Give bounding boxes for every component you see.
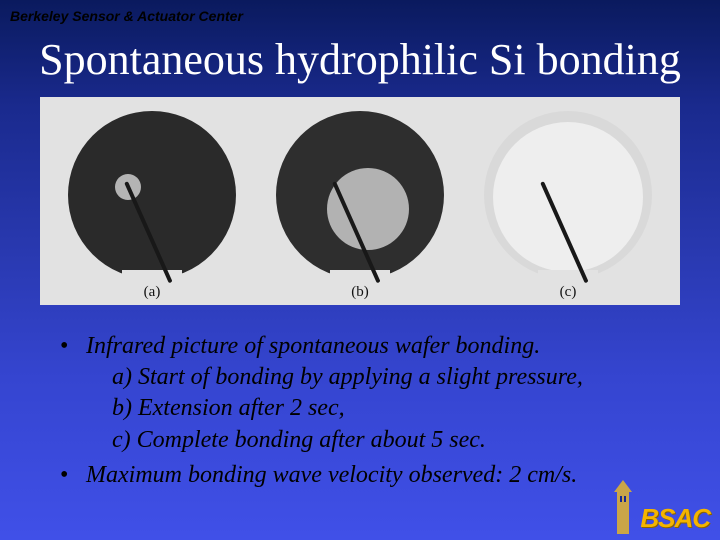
- logo-text: BSAC: [640, 503, 710, 534]
- wafer-image: [62, 110, 242, 280]
- list-item: Maximum bonding wave velocity observed: …: [60, 460, 680, 491]
- bullet-sub: c) Complete bonding after about 5 sec.: [86, 425, 680, 456]
- wafer-flat: [330, 270, 390, 282]
- wafer-block-b: (b): [270, 110, 450, 301]
- list-item: Infrared picture of spontaneous wafer bo…: [60, 331, 680, 456]
- wafer-flat: [538, 270, 598, 282]
- wafer-image: [478, 110, 658, 280]
- bullet-lead: Infrared picture of spontaneous wafer bo…: [86, 331, 680, 362]
- wafer-bonded-region: [327, 168, 409, 250]
- panel-letter: (b): [351, 284, 369, 301]
- bullet-list: Infrared picture of spontaneous wafer bo…: [0, 305, 720, 491]
- bullet-lead: Maximum bonding wave velocity observed: …: [86, 460, 680, 491]
- logo-corner: BSAC: [612, 480, 710, 534]
- campanile-icon: [612, 480, 634, 534]
- bullet-sub: b) Extension after 2 sec,: [86, 393, 680, 424]
- wafer-bonded-region: [493, 122, 643, 272]
- wafer-flat: [122, 270, 182, 282]
- slide-title: Spontaneous hydrophilic Si bonding: [0, 28, 720, 97]
- org-header: Berkeley Sensor & Actuator Center: [0, 0, 720, 28]
- wafer-block-c: (c): [478, 110, 658, 301]
- wafer-outer: [68, 111, 236, 279]
- panel-letter: (a): [144, 284, 161, 301]
- wafer-image: [270, 110, 450, 280]
- bullet-sub: a) Start of bonding by applying a slight…: [86, 362, 680, 393]
- figure-panel: (a) (b) (c): [40, 97, 680, 305]
- wafer-block-a: (a): [62, 110, 242, 301]
- panel-letter: (c): [560, 284, 577, 301]
